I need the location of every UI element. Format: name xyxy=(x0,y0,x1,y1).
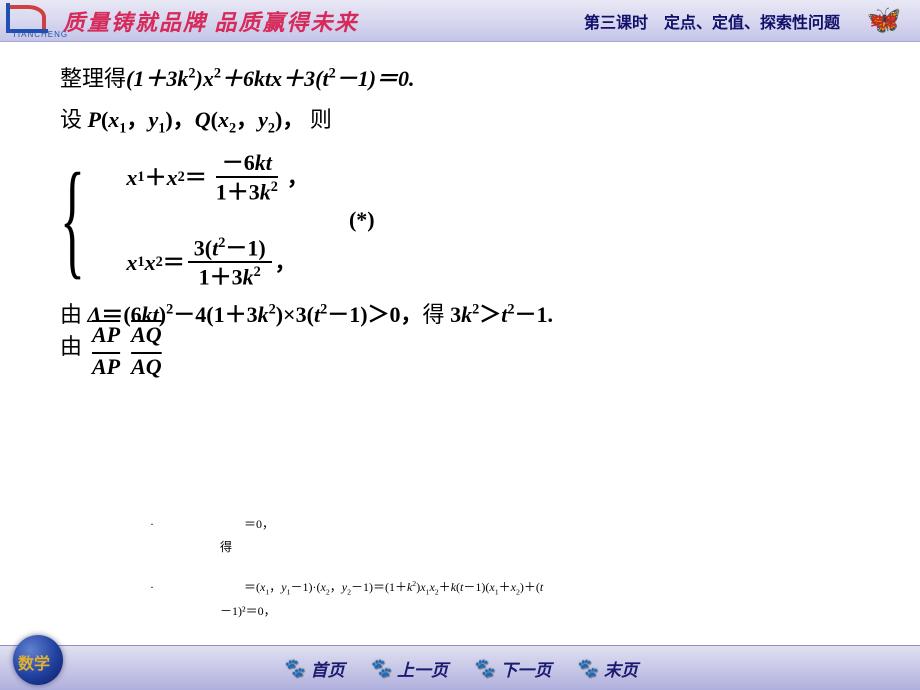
end-label: 结束 xyxy=(871,11,897,30)
apaq-2: AP AQ xyxy=(92,350,162,383)
sys-row-2: x1x2＝3(t2－1)1＋3k2， xyxy=(126,235,309,290)
system-equations: { x1＋x2＝－6kt1＋3k2， x1x2＝3(t2－1)1＋3k2， (*… xyxy=(60,150,870,290)
brand-sub: TIANCHENG xyxy=(12,30,68,39)
paw-icon: 🐾 xyxy=(282,658,304,679)
nav-last[interactable]: 🐾 末页 xyxy=(575,656,637,681)
small-row-1: ·＝0， xyxy=(150,514,800,536)
eq-line-2: 设 P(x1，y1)，Q(x2，y2)， 则 xyxy=(60,103,870,140)
left-brace: { xyxy=(60,161,85,278)
globe-label: 数学 xyxy=(18,650,50,674)
apaq-1: AP AQ xyxy=(92,318,162,351)
small-row-2c: －1)²＝0， xyxy=(220,601,800,623)
logo: TIANCHENG xyxy=(6,3,51,39)
nav-label: 上一页 xyxy=(397,656,448,681)
nav-prev[interactable]: 🐾 上一页 xyxy=(369,656,448,681)
overlap-block: 由 Δ＝(6kt)2－4(1＋3k2)×3(t2－1)＞0，得 3k2＞t2－1… xyxy=(60,298,870,362)
nav-label: 首页 xyxy=(311,656,345,681)
brand-text: 质量铸就品牌 品质赢得未来 xyxy=(63,5,359,37)
paw-icon: 🐾 xyxy=(369,658,391,679)
you-line: 由 xyxy=(60,330,82,363)
star-ref: (*) xyxy=(349,203,375,236)
globe-badge: 数学 xyxy=(10,632,66,688)
lesson-title: 第三课时 定点、定值、探索性问题 xyxy=(584,9,840,33)
nav-label: 末页 xyxy=(604,656,638,681)
small-row-1c: 得 xyxy=(220,537,800,559)
footer-bar: 数学 🐾 首页 🐾 上一页 🐾 下一页 🐾 末页 xyxy=(0,645,920,690)
header-bar: TIANCHENG 质量铸就品牌 品质赢得未来 第三课时 定点、定值、探索性问题… xyxy=(0,0,920,42)
eq-line-1: 整理得(1＋3k2)x2＋6ktx＋3(t2－1)＝0. xyxy=(60,62,870,95)
paw-icon: 🐾 xyxy=(575,658,597,679)
nav-next[interactable]: 🐾 下一页 xyxy=(472,656,551,681)
nav-home[interactable]: 🐾 首页 xyxy=(282,656,344,681)
paw-icon: 🐾 xyxy=(472,658,494,679)
small-row-2: ·＝(x1，y1－1)·(x2，y2－1)＝(1＋k2)x1x2＋k(t－1)(… xyxy=(150,577,800,599)
nav-label: 下一页 xyxy=(500,656,551,681)
sys-row-1: x1＋x2＝－6kt1＋3k2， xyxy=(126,150,309,205)
slide-content: 整理得(1＋3k2)x2＋6ktx＋3(t2－1)＝0. 设 P(x1，y1)，… xyxy=(0,42,920,362)
end-button[interactable]: 🦋 结束 xyxy=(860,6,908,36)
small-text-block: ·＝0， 得 ·＝(x1，y1－1)·(x2，y2－1)＝(1＋k2)x1x2＋… xyxy=(150,514,800,625)
